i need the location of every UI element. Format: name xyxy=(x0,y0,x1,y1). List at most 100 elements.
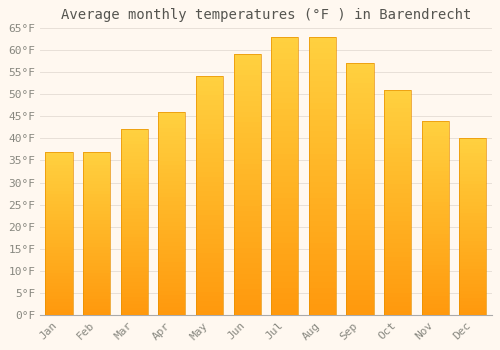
Bar xyxy=(196,129,223,134)
Bar xyxy=(234,122,260,127)
Bar xyxy=(46,171,72,175)
Bar xyxy=(196,215,223,220)
Bar xyxy=(384,270,411,275)
Bar xyxy=(196,210,223,215)
Bar xyxy=(346,144,374,149)
Bar xyxy=(422,288,449,292)
Bar xyxy=(460,234,486,238)
Bar xyxy=(46,312,72,315)
Bar xyxy=(83,152,110,155)
Bar xyxy=(120,223,148,226)
Bar xyxy=(83,266,110,270)
Bar xyxy=(46,152,72,155)
Bar xyxy=(346,199,374,204)
Bar xyxy=(309,248,336,254)
Bar xyxy=(158,148,186,153)
Bar xyxy=(422,226,449,230)
Bar xyxy=(460,308,486,312)
Bar xyxy=(196,272,223,277)
Bar xyxy=(346,63,374,315)
Bar xyxy=(46,184,72,188)
Bar xyxy=(196,110,223,114)
Bar xyxy=(384,198,411,203)
Bar xyxy=(234,91,260,96)
Bar xyxy=(460,163,486,167)
Bar xyxy=(271,243,298,248)
Bar xyxy=(346,164,374,169)
Bar xyxy=(234,274,260,279)
Bar xyxy=(234,112,260,117)
Bar xyxy=(83,184,110,188)
Bar xyxy=(46,237,72,240)
Bar xyxy=(384,211,411,216)
Bar xyxy=(460,160,486,163)
Bar xyxy=(234,164,260,169)
Bar xyxy=(460,223,486,227)
Bar xyxy=(309,70,336,76)
Bar xyxy=(196,229,223,234)
Bar xyxy=(83,197,110,201)
Bar xyxy=(271,271,298,277)
Bar xyxy=(346,78,374,83)
Bar xyxy=(309,48,336,53)
Bar xyxy=(234,195,260,201)
Bar xyxy=(460,170,486,174)
Bar xyxy=(83,211,110,214)
Bar xyxy=(346,134,374,139)
Bar xyxy=(234,70,260,75)
Bar xyxy=(271,304,298,310)
Bar xyxy=(460,142,486,145)
Bar xyxy=(309,148,336,154)
Bar xyxy=(422,249,449,253)
Bar xyxy=(422,144,449,148)
Bar xyxy=(46,161,72,165)
Bar xyxy=(196,292,223,296)
Bar xyxy=(120,271,148,274)
Bar xyxy=(460,230,486,234)
Bar xyxy=(346,194,374,200)
Bar xyxy=(158,271,186,275)
Bar xyxy=(460,188,486,191)
Bar xyxy=(158,140,186,144)
Bar xyxy=(120,312,148,315)
Bar xyxy=(309,131,336,137)
Bar xyxy=(158,185,186,189)
Bar xyxy=(346,219,374,225)
Bar xyxy=(346,300,374,305)
Bar xyxy=(196,153,223,158)
Bar xyxy=(120,252,148,256)
Bar xyxy=(309,154,336,159)
Bar xyxy=(346,169,374,174)
Bar xyxy=(422,121,449,315)
Bar xyxy=(196,182,223,186)
Bar xyxy=(158,112,186,116)
Bar xyxy=(422,125,449,128)
Bar xyxy=(158,156,186,161)
Bar xyxy=(384,189,411,194)
Bar xyxy=(158,210,186,214)
Bar xyxy=(384,284,411,288)
Bar xyxy=(346,305,374,310)
Bar xyxy=(422,140,449,144)
Bar xyxy=(271,248,298,254)
Bar xyxy=(460,298,486,301)
Bar xyxy=(384,94,411,99)
Bar xyxy=(422,218,449,222)
Bar xyxy=(120,174,148,178)
Bar xyxy=(460,301,486,305)
Bar xyxy=(83,276,110,279)
Bar xyxy=(196,301,223,306)
Bar xyxy=(460,195,486,198)
Bar xyxy=(346,225,374,230)
Bar xyxy=(46,152,72,315)
Bar xyxy=(271,59,298,64)
Bar xyxy=(346,250,374,255)
Bar xyxy=(460,156,486,160)
Bar xyxy=(120,133,148,137)
Bar xyxy=(460,145,486,149)
Bar xyxy=(422,284,449,288)
Bar xyxy=(422,167,449,171)
Bar xyxy=(46,211,72,214)
Bar xyxy=(384,162,411,166)
Bar xyxy=(346,260,374,265)
